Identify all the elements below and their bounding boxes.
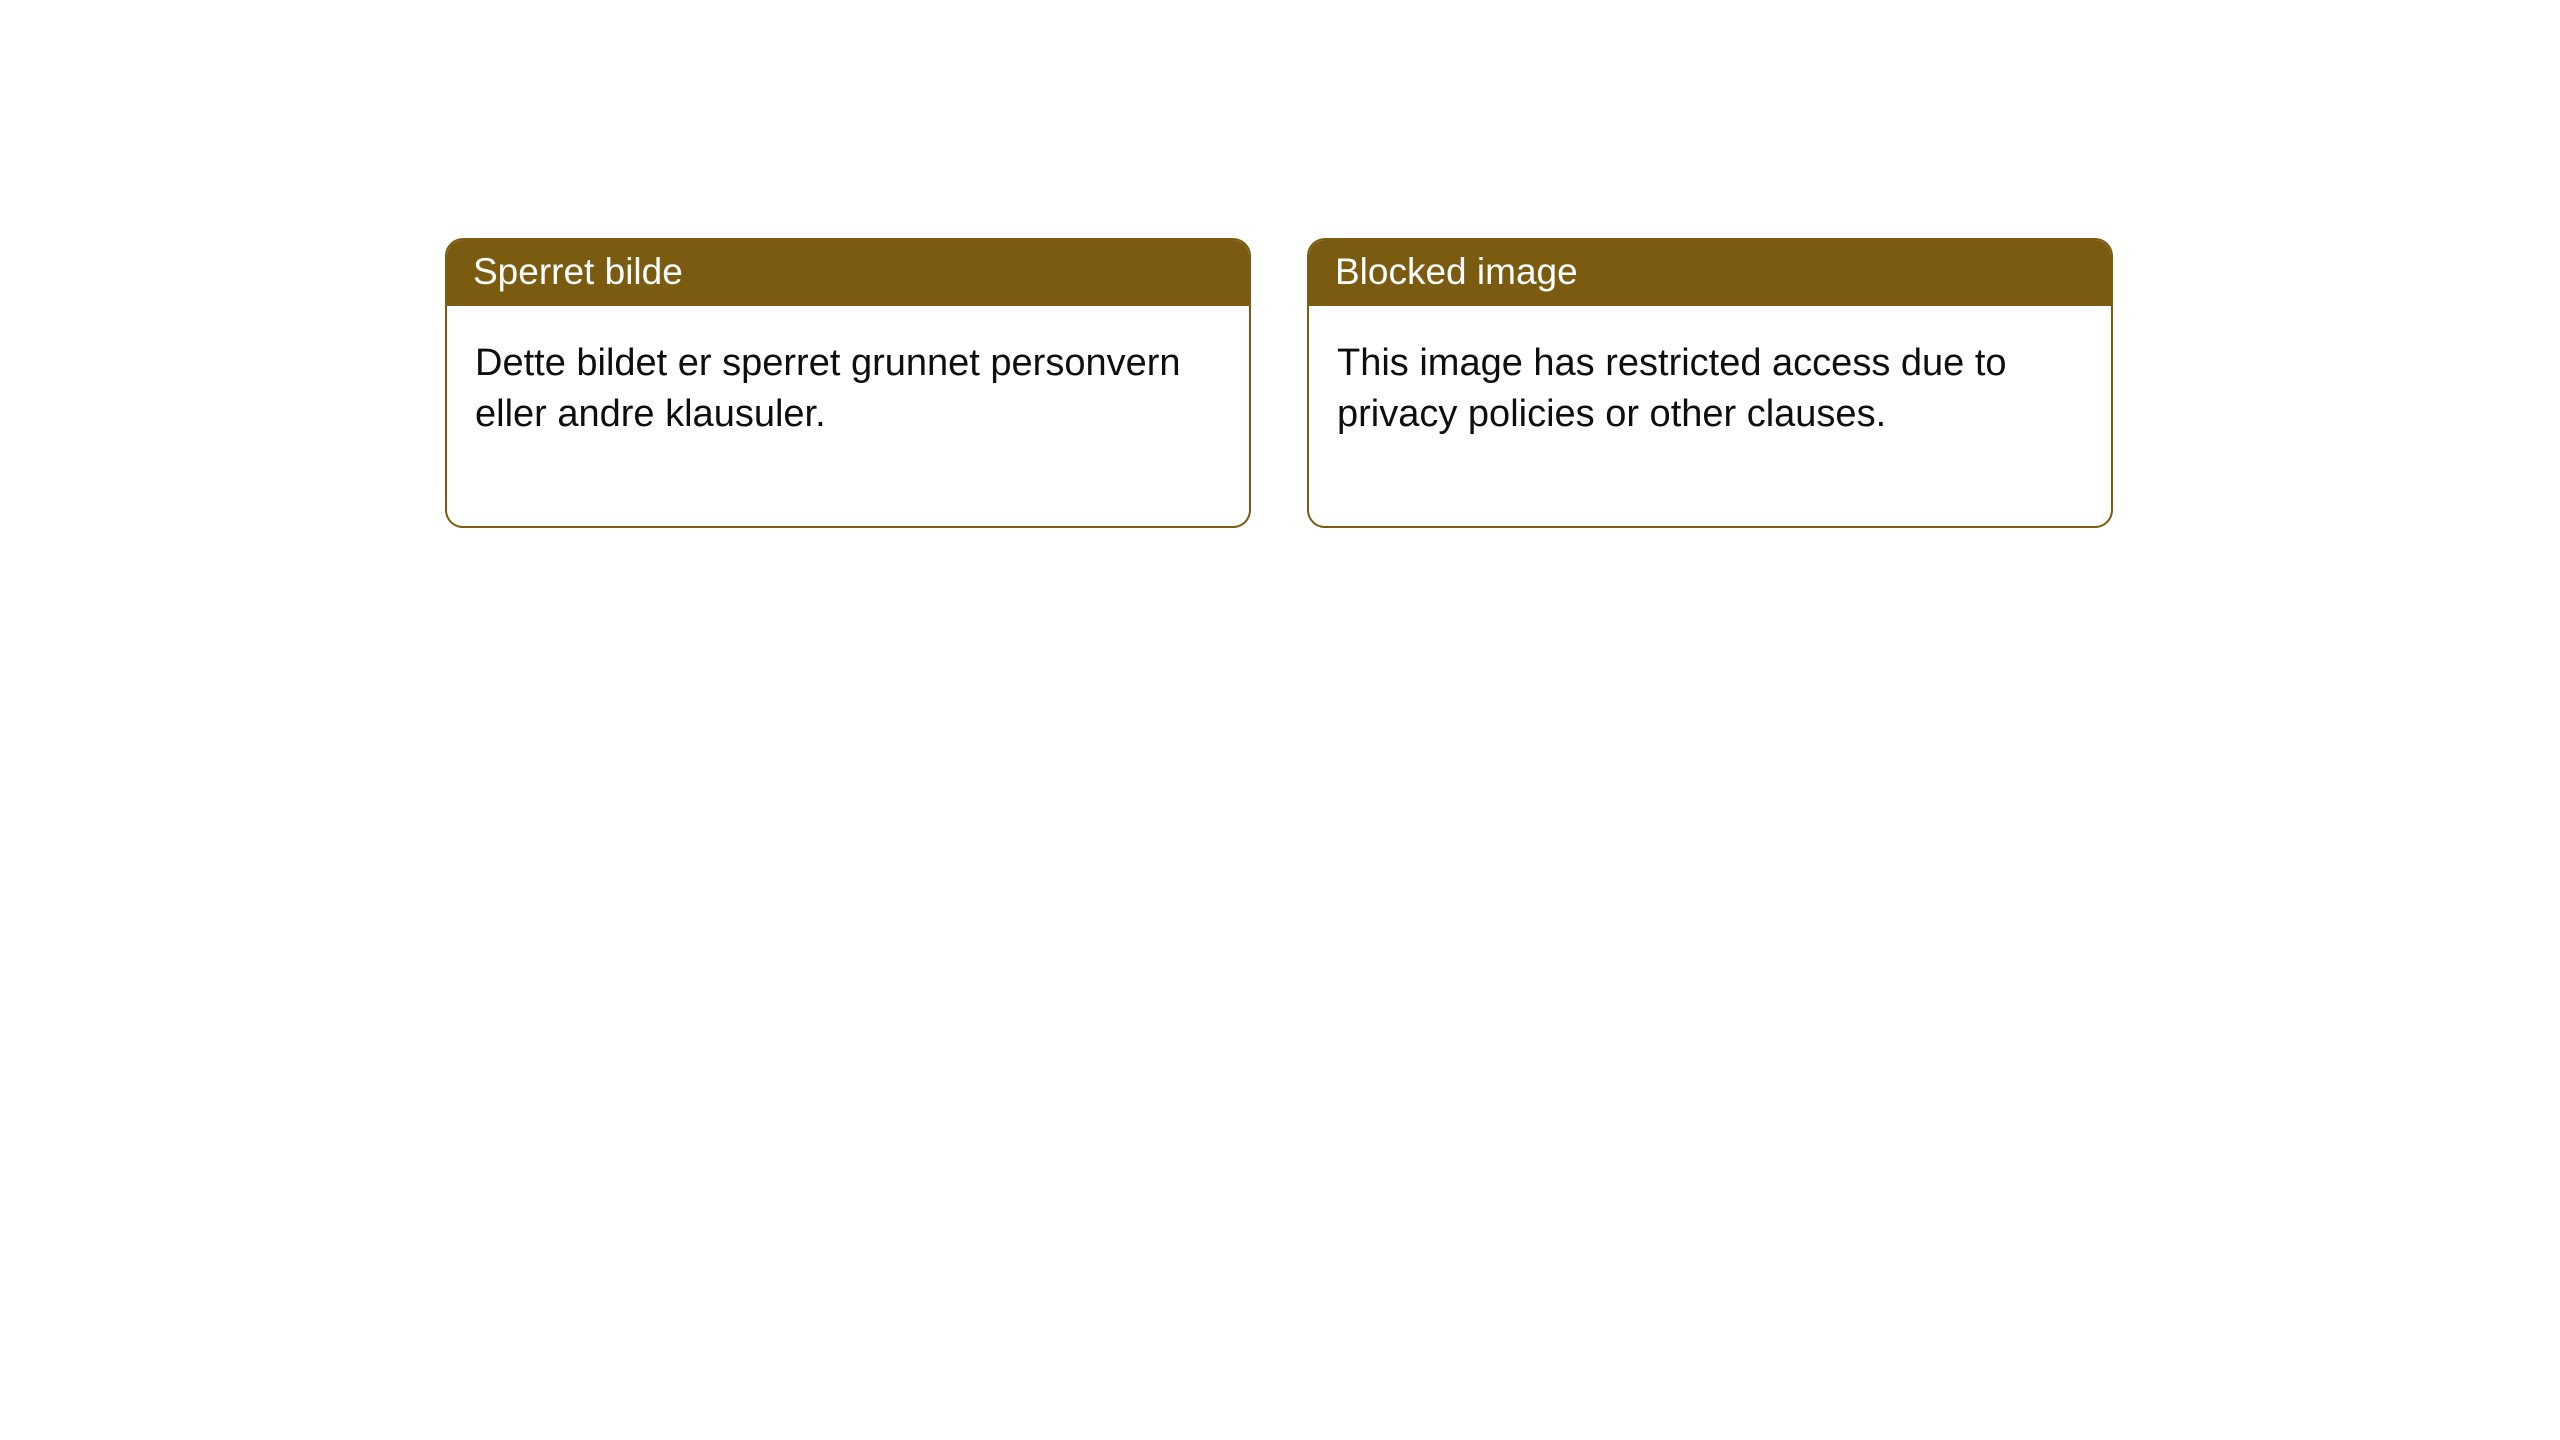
notice-message-english: This image has restricted access due to …	[1309, 306, 2111, 526]
notice-message-norwegian: Dette bildet er sperret grunnet personve…	[447, 306, 1249, 526]
notice-container: Sperret bilde Dette bildet er sperret gr…	[0, 0, 2560, 528]
notice-card-english: Blocked image This image has restricted …	[1307, 238, 2113, 528]
notice-title-norwegian: Sperret bilde	[447, 240, 1249, 306]
notice-card-norwegian: Sperret bilde Dette bildet er sperret gr…	[445, 238, 1251, 528]
notice-title-english: Blocked image	[1309, 240, 2111, 306]
